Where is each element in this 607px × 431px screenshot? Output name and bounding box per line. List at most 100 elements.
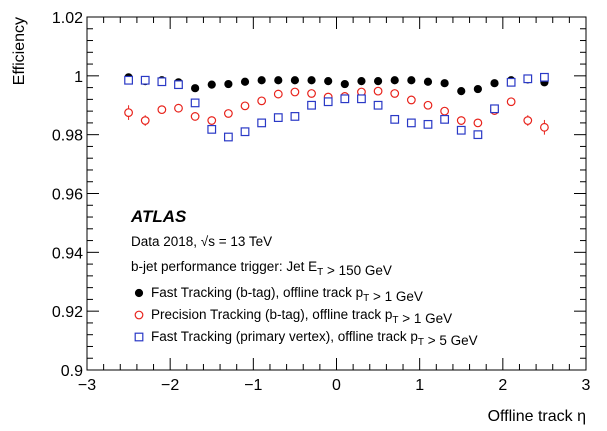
data-point: [523, 74, 533, 84]
data-point: [473, 84, 482, 94]
data-point: [224, 79, 233, 89]
data-point: [223, 109, 233, 118]
data-point: [373, 77, 383, 86]
data-point: [523, 116, 533, 125]
data-point: [124, 108, 133, 118]
x-tick-label: 2: [498, 377, 507, 394]
tick-labels: −3 −2 −1 0 1 2 3 0.9 0.92 0.94 0.96 0.98 1 1.02: [52, 10, 591, 394]
data-point: [456, 116, 466, 125]
data-point: [324, 77, 333, 86]
data-point: [140, 75, 150, 85]
trigger-label: b-jet performance trigger: Jet ET > 150 …: [131, 259, 392, 278]
legend-entry: Precision Tracking (b-tag), offline trac…: [134, 307, 452, 326]
data-point: [207, 80, 216, 89]
data-point: [490, 79, 499, 88]
data-point: [190, 98, 200, 108]
y-tick-label: 0.98: [52, 128, 83, 145]
data-point: [457, 87, 466, 96]
data-point: [340, 79, 349, 89]
data-point: [240, 101, 250, 111]
legend-entry: Fast Tracking (primary vertex), offline …: [134, 329, 478, 348]
data-point: [257, 76, 266, 85]
data-point: [134, 288, 144, 298]
data-point: [373, 86, 383, 96]
data-point: [390, 114, 400, 124]
data-point: [140, 116, 150, 125]
legend-label: Precision Tracking (b-tag), offline trac…: [151, 307, 452, 326]
legend-label: Fast Tracking (primary vertex), offline …: [151, 329, 478, 348]
data-point: [373, 100, 383, 110]
axis-ticks: [86, 16, 587, 371]
data-point: [406, 118, 416, 128]
data-point: [273, 113, 283, 123]
y-tick-label: 0.96: [52, 187, 83, 204]
legend: Fast Tracking (b-tag), offline track pT …: [134, 285, 478, 348]
data-point: [423, 119, 433, 129]
data-point: [157, 77, 167, 87]
data-point: [307, 89, 316, 98]
data-point: [191, 84, 200, 93]
data-point: [273, 89, 283, 99]
x-tick-label: 1: [415, 377, 424, 394]
x-tick-label: −2: [161, 377, 179, 394]
data-point: [257, 96, 267, 106]
atlas-label: ATLAS: [130, 207, 187, 226]
data-point: [473, 130, 483, 140]
x-axis-label: Offline track η: [488, 408, 586, 425]
data-point: [506, 97, 516, 107]
data-point: [274, 76, 283, 85]
data-point: [357, 94, 366, 104]
y-axis-label: Efficiency: [11, 17, 28, 85]
data-point: [390, 89, 400, 98]
data-point: [440, 106, 450, 116]
data-point: [440, 114, 450, 124]
data-point: [290, 112, 300, 121]
series-3: [124, 72, 549, 142]
data-point: [540, 72, 549, 82]
data-point: [406, 95, 416, 105]
x-tick-label: 3: [582, 377, 591, 394]
data-point: [124, 75, 133, 85]
data-point: [423, 100, 433, 110]
data-point: [323, 97, 333, 107]
data-point: [423, 77, 433, 86]
data-point: [174, 103, 183, 113]
data-point: [223, 132, 233, 142]
y-tick-label: 0.9: [61, 363, 83, 380]
dataset-label: Data 2018, √s = 13 TeV: [131, 234, 272, 249]
data-point: [290, 76, 300, 85]
data-point: [490, 104, 499, 114]
y-tick-label: 0.92: [52, 304, 83, 321]
data-point: [240, 127, 250, 137]
data-point: [157, 105, 167, 115]
data-point: [456, 125, 466, 135]
data-point: [134, 310, 144, 320]
series-2: [124, 86, 549, 135]
data-point: [207, 116, 217, 125]
data-point: [134, 332, 144, 342]
data-point: [407, 76, 416, 85]
y-tick-label: 1.02: [52, 10, 83, 27]
series-1: [124, 73, 549, 96]
data-point: [174, 80, 183, 90]
data-point: [290, 87, 300, 97]
legend-label: Fast Tracking (b-tag), offline track pT …: [151, 285, 423, 304]
x-tick-label: −3: [78, 377, 96, 394]
data-point: [540, 122, 549, 132]
x-tick-label: −1: [244, 377, 262, 394]
data-point: [357, 77, 366, 86]
data-points: [124, 72, 549, 142]
data-point: [440, 79, 449, 88]
data-point: [390, 76, 399, 85]
data-point: [207, 124, 217, 134]
data-point: [307, 100, 316, 110]
data-point: [257, 118, 267, 128]
x-tick-label: 0: [332, 377, 341, 394]
data-point: [473, 118, 483, 128]
data-point: [506, 77, 516, 87]
legend-entry: Fast Tracking (b-tag), offline track pT …: [134, 285, 423, 304]
y-tick-label: 1: [74, 69, 83, 86]
data-point: [340, 94, 350, 104]
data-point: [307, 76, 316, 85]
